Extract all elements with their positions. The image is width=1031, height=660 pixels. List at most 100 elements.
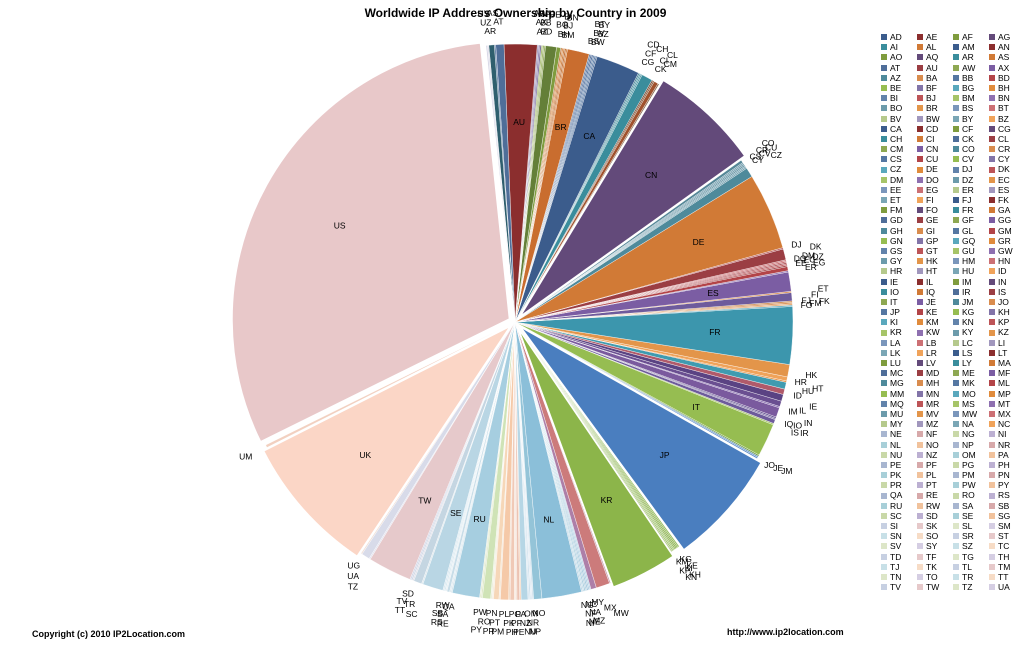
legend-item-nc: NC bbox=[989, 419, 1025, 429]
legend-item-is: IS bbox=[989, 287, 1025, 297]
legend-swatch bbox=[881, 74, 887, 81]
slice-label-jm: JM bbox=[781, 466, 792, 476]
legend-swatch bbox=[917, 441, 923, 448]
legend-swatch bbox=[953, 309, 959, 316]
legend-item-sl: SL bbox=[953, 521, 989, 531]
legend-label: JM bbox=[962, 296, 974, 307]
legend-item-et: ET bbox=[881, 195, 917, 205]
legend-label: IN bbox=[998, 276, 1007, 287]
site-url-link[interactable]: http://www.ip2location.com bbox=[727, 627, 844, 637]
legend-item-by: BY bbox=[953, 114, 989, 124]
legend-label: FI bbox=[926, 195, 934, 205]
legend-item-cu: CU bbox=[917, 154, 953, 164]
legend-label: GU bbox=[962, 245, 975, 256]
legend-label: CN bbox=[926, 144, 939, 155]
legend-label: CV bbox=[962, 154, 974, 165]
legend-swatch bbox=[989, 543, 995, 550]
legend-swatch bbox=[917, 288, 923, 295]
legend-swatch bbox=[881, 472, 887, 479]
legend-item-ly: LY bbox=[953, 358, 989, 368]
legend-label: SY bbox=[926, 541, 938, 552]
legend-swatch bbox=[953, 166, 959, 173]
legend-label: MZ bbox=[926, 419, 939, 430]
legend-item-sv: SV bbox=[881, 541, 917, 551]
slice-label-cv: CV bbox=[759, 149, 771, 159]
legend-item-sa: SA bbox=[953, 501, 989, 511]
legend-label: GE bbox=[926, 215, 939, 226]
slice-label-cn: CN bbox=[645, 170, 657, 180]
legend-swatch bbox=[881, 512, 887, 519]
legend-swatch bbox=[989, 451, 995, 458]
legend-label: GG bbox=[998, 215, 1012, 226]
legend-label: SR bbox=[962, 531, 974, 542]
legend-swatch bbox=[881, 421, 887, 428]
slice-label-es: ES bbox=[707, 288, 719, 298]
slice-label-rw: RW bbox=[436, 600, 450, 610]
legend-label: BE bbox=[890, 82, 902, 93]
pie-slice-uy bbox=[485, 45, 516, 323]
legend-swatch bbox=[917, 584, 923, 591]
legend-label: SD bbox=[926, 510, 938, 521]
legend-item-to: TO bbox=[917, 572, 953, 582]
legend-label: KN bbox=[962, 317, 974, 328]
legend-label: KM bbox=[926, 317, 939, 328]
legend-swatch bbox=[917, 370, 923, 377]
legend-swatch bbox=[953, 584, 959, 591]
legend-item-lt: LT bbox=[989, 348, 1025, 358]
legend-item-ai: AI bbox=[881, 42, 917, 52]
legend-item-tf: TF bbox=[917, 552, 953, 562]
legend-item-td: TD bbox=[881, 552, 917, 562]
legend-label: LB bbox=[926, 337, 937, 348]
legend-label: CG bbox=[998, 123, 1011, 134]
slice-label-nu: NU bbox=[524, 627, 536, 637]
legend-label: LR bbox=[926, 347, 937, 358]
legend-item-bj: BJ bbox=[917, 93, 953, 103]
legend-swatch bbox=[953, 411, 959, 418]
legend-label: SC bbox=[890, 510, 902, 521]
legend-swatch bbox=[881, 563, 887, 570]
legend-label: IM bbox=[962, 276, 972, 287]
legend-item-tt: TT bbox=[989, 572, 1025, 582]
legend-label: PL bbox=[926, 470, 937, 481]
slice-label-jp: JP bbox=[660, 450, 670, 460]
legend-swatch bbox=[917, 298, 923, 305]
slice-label-cz: CZ bbox=[771, 150, 782, 160]
legend-item-sy: SY bbox=[917, 541, 953, 551]
legend-label: QA bbox=[890, 490, 903, 501]
pie-slice-cn bbox=[518, 78, 747, 319]
legend-label: MC bbox=[890, 368, 904, 379]
legend-label: AU bbox=[926, 62, 938, 73]
legend-swatch bbox=[953, 543, 959, 550]
legend-swatch bbox=[917, 227, 923, 234]
legend-item-ky: KY bbox=[953, 327, 989, 337]
legend-label: GA bbox=[998, 205, 1011, 216]
legend-swatch bbox=[953, 472, 959, 479]
legend-label: RS bbox=[998, 490, 1010, 501]
legend-item-sm: SM bbox=[989, 521, 1025, 531]
legend-item-qa: QA bbox=[881, 490, 917, 500]
slice-label-hr: HR bbox=[795, 377, 807, 387]
legend-item-ba: BA bbox=[917, 73, 953, 83]
legend-item-mw: MW bbox=[953, 409, 989, 419]
legend-item-tl: TL bbox=[953, 562, 989, 572]
legend-item-tv: TV bbox=[881, 582, 917, 592]
legend-item-gp: GP bbox=[917, 236, 953, 246]
legend-label: SK bbox=[926, 521, 938, 531]
legend-label: SE bbox=[962, 510, 974, 521]
legend-item-dj: DJ bbox=[953, 164, 989, 174]
legend-item-at: AT bbox=[881, 63, 917, 73]
legend-label: HT bbox=[926, 266, 938, 277]
slice-label-bv: BV bbox=[593, 28, 605, 38]
legend-swatch bbox=[989, 95, 995, 102]
legend-label: MS bbox=[962, 398, 975, 409]
legend-label: KZ bbox=[998, 327, 1009, 338]
legend-swatch bbox=[953, 523, 959, 530]
legend-swatch bbox=[989, 339, 995, 346]
legend-swatch bbox=[989, 482, 995, 489]
legend-label: TW bbox=[926, 582, 940, 593]
legend-item-tc: TC bbox=[989, 541, 1025, 551]
legend-swatch bbox=[953, 512, 959, 519]
slice-label-bb: BB bbox=[540, 18, 552, 28]
legend-label: GY bbox=[890, 256, 903, 267]
slice-label-co: CO bbox=[762, 138, 775, 148]
